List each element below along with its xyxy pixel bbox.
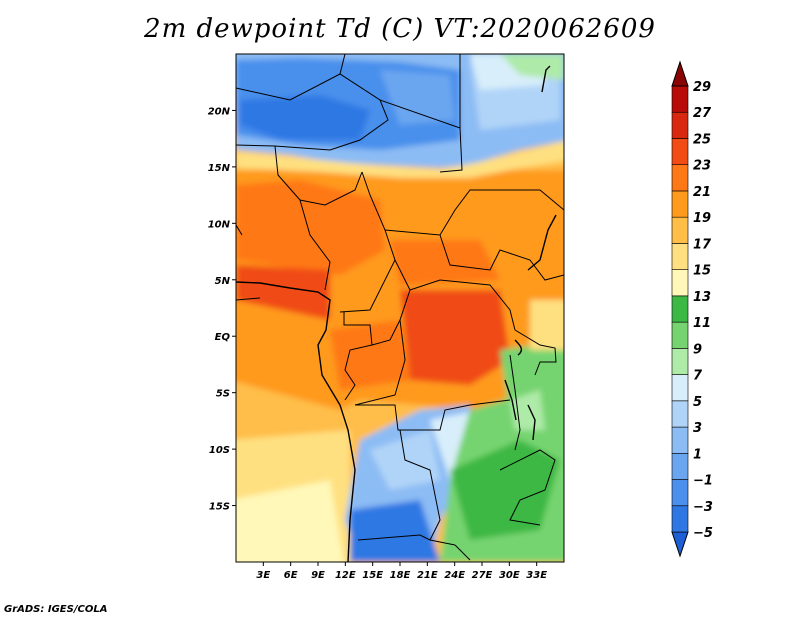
lon-tick-label: 15E xyxy=(362,570,383,581)
colorbar-label: −5 xyxy=(693,526,713,541)
lat-tick-label: 10S xyxy=(209,445,230,456)
lon-tick-label: 3E xyxy=(256,570,270,581)
coastlines xyxy=(236,65,557,562)
colorbar-label: −1 xyxy=(693,474,713,489)
lon-tick-label: 33E xyxy=(526,570,547,581)
colorbar-min-triangle xyxy=(671,531,689,558)
lat-tick-label: EQ xyxy=(215,332,231,343)
colorbar-swatch xyxy=(671,111,689,139)
colorbar-swatch xyxy=(671,164,689,192)
colorbar-label: 11 xyxy=(693,316,711,331)
colorbar-swatch xyxy=(671,479,689,507)
dewpoint-field xyxy=(236,54,564,562)
lat-tick-label: 10N xyxy=(208,219,231,230)
colorbar-label: 13 xyxy=(693,290,711,305)
colorbar-swatch xyxy=(671,426,689,454)
lat-tick-label: 15N xyxy=(208,163,231,174)
colorbar-swatch xyxy=(671,374,689,402)
colorbar-label: 25 xyxy=(693,132,711,147)
lat-tick-label: 20N xyxy=(208,106,231,117)
lon-tick-label: 21E xyxy=(417,570,438,581)
colorbar-label: 1 xyxy=(693,447,702,462)
lon-tick-label: 24E xyxy=(444,570,465,581)
colorbar-label: −3 xyxy=(693,500,713,515)
colorbar-swatch xyxy=(671,190,689,218)
colorbar-max-triangle xyxy=(671,60,689,87)
colorbar-swatch xyxy=(671,400,689,428)
lon-tick-label: 30E xyxy=(499,570,520,581)
colorbar-label: 23 xyxy=(693,159,711,174)
colorbar-label: 15 xyxy=(693,264,711,279)
colorbar-swatch xyxy=(671,243,689,270)
lat-tick-label: 15S xyxy=(209,502,230,513)
colorbar-label: 29 xyxy=(693,80,711,95)
colorbar-label: 27 xyxy=(693,106,712,121)
country-boundaries xyxy=(236,54,564,561)
colorbar-label: 9 xyxy=(693,342,702,357)
colorbar-swatch xyxy=(671,295,689,323)
colorbar-label: 21 xyxy=(693,185,711,200)
lat-tick-label: 5S xyxy=(216,389,230,400)
grads-credit: GrADS: IGES/COLA xyxy=(4,604,108,615)
colorbar-label: 3 xyxy=(693,421,702,436)
lon-tick-label: 6E xyxy=(284,570,298,581)
lon-tick-label: 27E xyxy=(472,570,493,581)
colorbar-swatch xyxy=(671,505,689,533)
lon-tick-label: 12E xyxy=(335,570,356,581)
colorbar-label: 7 xyxy=(693,369,703,384)
colorbar-label: 19 xyxy=(693,211,711,226)
colorbar-swatch xyxy=(671,269,689,297)
colorbar-swatch xyxy=(671,138,689,166)
colorbar-swatch xyxy=(671,321,689,349)
colorbar-swatch xyxy=(671,452,689,480)
colorbar-swatch xyxy=(671,348,689,375)
colorbar-swatch xyxy=(671,85,689,113)
lon-tick-label: 18E xyxy=(390,570,411,581)
colorbar-swatch xyxy=(671,216,689,244)
colorbar-label: 17 xyxy=(693,237,712,252)
colorbar-label: 5 xyxy=(693,395,702,410)
lat-tick-label: 5N xyxy=(215,276,231,287)
map-title: 2m dewpoint Td (C) VT:2020062609 xyxy=(144,14,656,44)
lon-tick-label: 9E xyxy=(311,570,325,581)
latitude-ticks: 20N 15N 10N 5N EQ 5S 10S 15S xyxy=(208,106,236,513)
longitude-ticks: 3E 6E 9E 12E 15E 18E 21E 24E 27E 30E 33E xyxy=(256,562,547,581)
